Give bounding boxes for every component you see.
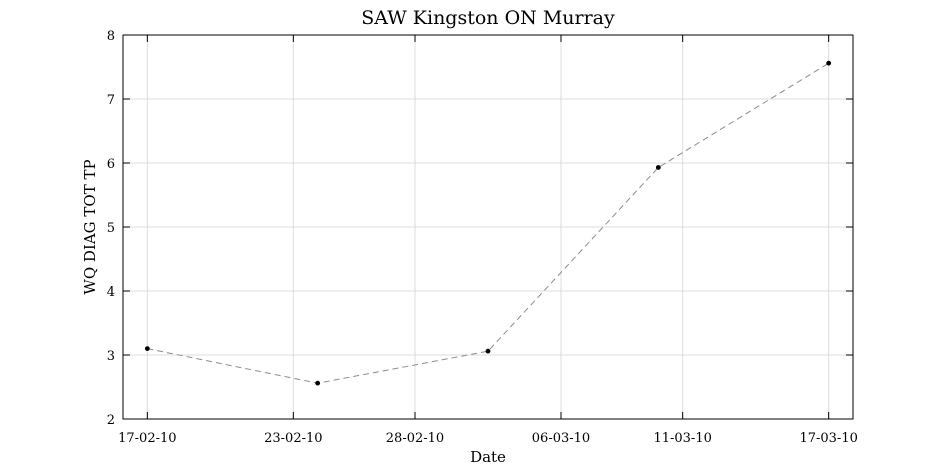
y-tick-label: 6 bbox=[107, 157, 115, 172]
y-tick-label: 2 bbox=[107, 413, 115, 428]
data-point bbox=[144, 346, 150, 351]
y-tick-label: 5 bbox=[107, 221, 115, 236]
x-tick-label: 23-02-10 bbox=[264, 431, 322, 446]
series-group bbox=[144, 60, 832, 386]
series-line bbox=[147, 62, 829, 384]
x-tick-label: 28-02-10 bbox=[386, 431, 444, 446]
y-tick-label: 4 bbox=[107, 285, 115, 300]
x-tick-label: 17-03-10 bbox=[799, 431, 857, 446]
y-tick-label: 8 bbox=[107, 29, 115, 44]
data-point bbox=[315, 380, 321, 386]
ticks bbox=[123, 34, 853, 420]
y-axis-label: WQ DIAG TOT TP bbox=[81, 159, 99, 294]
tick-labels: 17-02-10 23-02-10 28-02-10 06-03-10 11-03-10… bbox=[107, 29, 858, 446]
grid bbox=[123, 34, 853, 420]
data-point bbox=[655, 165, 661, 170]
x-tick-label: 11-03-10 bbox=[653, 431, 711, 446]
chart-title: SAW Kingston ON Murray bbox=[361, 7, 615, 29]
data-point bbox=[485, 348, 491, 354]
y-tick-label: 7 bbox=[107, 93, 115, 108]
y-tick-label: 3 bbox=[107, 349, 115, 364]
x-tick-label: 06-03-10 bbox=[532, 431, 590, 446]
x-tick-label: 17-02-10 bbox=[118, 431, 176, 446]
x-axis-label: Date bbox=[470, 448, 506, 466]
data-point bbox=[826, 60, 832, 66]
